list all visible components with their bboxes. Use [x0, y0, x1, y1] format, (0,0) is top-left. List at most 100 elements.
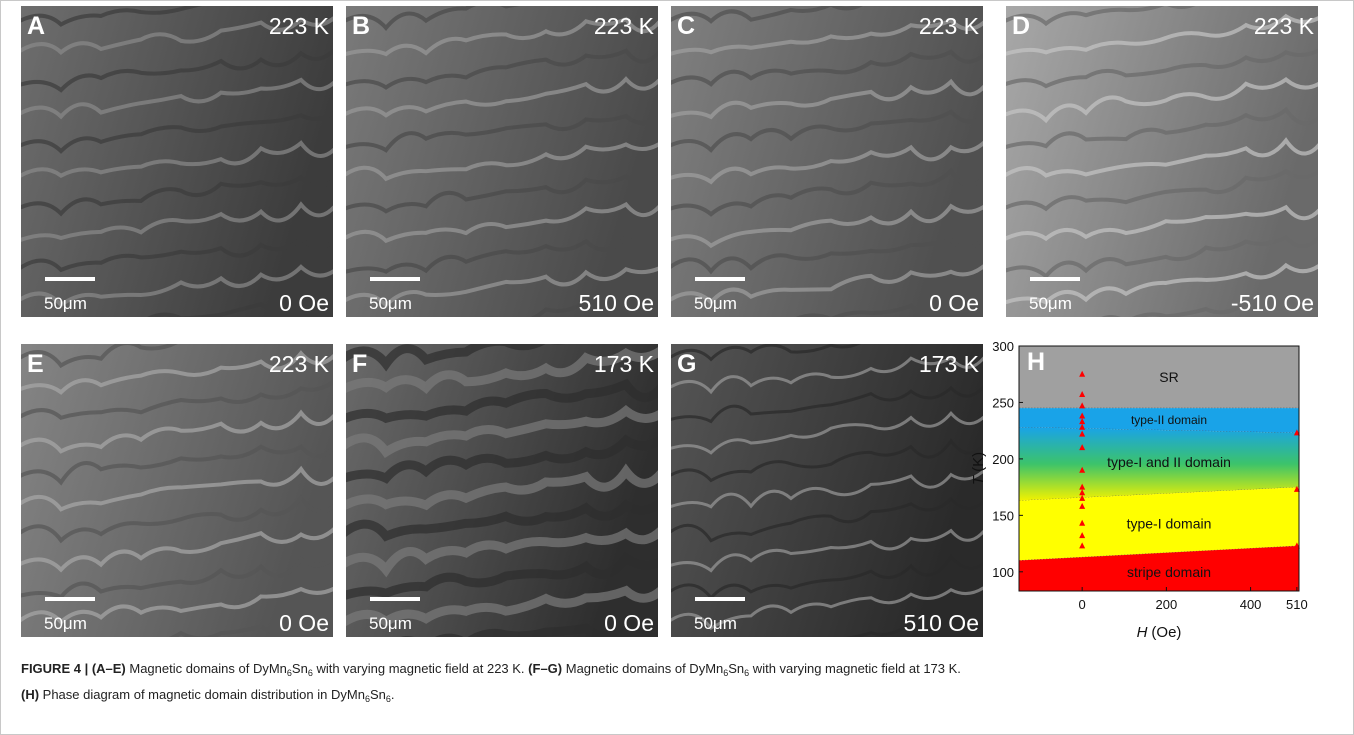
stripe [1006, 6, 1196, 27]
x-tick-label: 400 [1240, 597, 1262, 612]
stripe [346, 173, 658, 214]
stripe [346, 234, 658, 274]
stripe [21, 236, 333, 273]
field-label: 0 Oe [929, 290, 979, 316]
stripe [346, 201, 658, 244]
caption-text: Magnetic domains of DyMn [562, 661, 724, 676]
temperature-label: 223 K [1254, 13, 1315, 39]
region-label: type-I and II domain [1107, 454, 1231, 470]
stripe [21, 264, 333, 308]
data-point [1293, 485, 1300, 492]
stripe [346, 551, 658, 600]
data-point [1079, 532, 1086, 539]
region-label: SR [1159, 369, 1178, 385]
stripe [487, 295, 658, 317]
subscript: 6 [307, 668, 313, 678]
data-point [1079, 489, 1086, 496]
data-point [1079, 391, 1086, 398]
stripe [346, 434, 658, 484]
scale-bar [695, 277, 745, 281]
stripe [21, 444, 333, 486]
scale-bar-label: 50μm [44, 614, 87, 633]
y-tick-label: 150 [992, 508, 1014, 523]
temperature-label: 173 K [919, 351, 980, 377]
caption-line: (H) Phase diagram of magnetic domain dis… [21, 684, 961, 710]
plot-frame [1018, 345, 1300, 592]
stripe [346, 347, 658, 395]
stripe [21, 344, 178, 369]
stripe [346, 142, 658, 182]
caption-text: Sn [728, 661, 745, 676]
data-point [1079, 581, 1086, 588]
stripe [1006, 137, 1318, 178]
stripe [168, 615, 333, 637]
scale-bar-label: 50μm [694, 614, 737, 633]
scale-bar [1030, 277, 1080, 281]
temperature-label: 173 K [594, 351, 655, 377]
stripe [671, 235, 983, 275]
stripe [346, 344, 566, 372]
scale-bar-label: 50μm [1029, 294, 1072, 313]
y-tick-label: 200 [992, 452, 1014, 467]
domain-stripes [671, 344, 983, 637]
stripe [1006, 48, 1318, 89]
stripe [346, 404, 658, 459]
panel-letter: B [352, 12, 370, 40]
caption-text: Phase diagram of magnetic domain distrib… [39, 687, 365, 702]
data-point [1079, 423, 1086, 430]
stripe [21, 586, 333, 625]
caption-text: Magnetic domains of DyMn [125, 661, 287, 676]
caption-text: with varying magnetic field at 173 K. [749, 661, 961, 676]
stripe [346, 585, 658, 628]
y-tick-label: 300 [992, 339, 1014, 354]
domain-stripes [346, 6, 658, 317]
stripe [1006, 13, 1318, 56]
subscript: 6 [385, 694, 391, 704]
stripe [671, 140, 983, 185]
stripe [21, 175, 333, 217]
scale-bar [370, 277, 420, 281]
scale-bar-label: 50μm [369, 294, 412, 313]
data-point [1079, 483, 1086, 490]
region-label: stripe domain [1127, 564, 1211, 580]
data-point [1079, 557, 1086, 564]
field-label: 0 Oe [604, 610, 654, 636]
scale-bar-label: 50μm [694, 294, 737, 313]
stripe [671, 554, 983, 601]
stripe [21, 379, 333, 420]
panel-letter: D [1012, 12, 1030, 40]
x-tick-label: 510 [1286, 597, 1308, 612]
temperature-label: 223 K [919, 13, 980, 39]
phase-region [1019, 545, 1299, 591]
subscript: 6 [364, 694, 370, 704]
stripe [671, 18, 983, 56]
stripe [671, 355, 983, 395]
data-point [1079, 502, 1086, 509]
data-point [1079, 430, 1086, 437]
data-point [1079, 466, 1086, 473]
stripe [671, 528, 983, 573]
caption-bold: (F–G) [528, 661, 563, 676]
panel-letter: C [677, 12, 695, 40]
stripe [21, 77, 333, 120]
panel-letter: H [1027, 348, 1045, 376]
region-label: type-I domain [1127, 516, 1212, 532]
field-label: 0 Oe [279, 610, 329, 636]
stripe [346, 499, 658, 542]
phase-region [1019, 408, 1299, 433]
scale-bar [695, 597, 745, 601]
panel-letter: G [677, 350, 696, 378]
field-label: 0 Oe [279, 290, 329, 316]
stripe [21, 527, 333, 573]
stripe [671, 586, 983, 631]
stripe [671, 344, 861, 362]
caption: FIGURE 4 | (A–E) Magnetic domains of DyM… [21, 658, 961, 710]
stripe [21, 555, 333, 600]
stripe [671, 78, 983, 120]
temperature-label: 223 K [269, 13, 330, 39]
scale-bar-label: 50μm [369, 614, 412, 633]
y-tick-label: 100 [992, 565, 1014, 580]
stripe [346, 463, 658, 511]
field-label: 510 Oe [904, 610, 979, 636]
x-tick-label: 0 [1079, 597, 1086, 612]
